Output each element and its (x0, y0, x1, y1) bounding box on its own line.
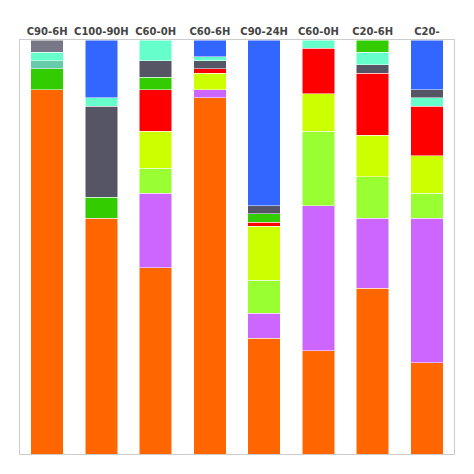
svg-text:C60-6H: C60-6H (190, 26, 231, 37)
svg-text:C100-90H: C100-90H (74, 26, 129, 37)
svg-text:C60-0H: C60-0H (298, 26, 339, 37)
svg-text:C90-24H: C90-24H (240, 26, 288, 37)
svg-text:C60-0H: C60-0H (135, 26, 176, 37)
svg-text:C90-6H: C90-6H (27, 26, 68, 37)
svg-text:C20-6H: C20-6H (352, 26, 393, 37)
svg-text:C20-: C20- (414, 26, 439, 37)
